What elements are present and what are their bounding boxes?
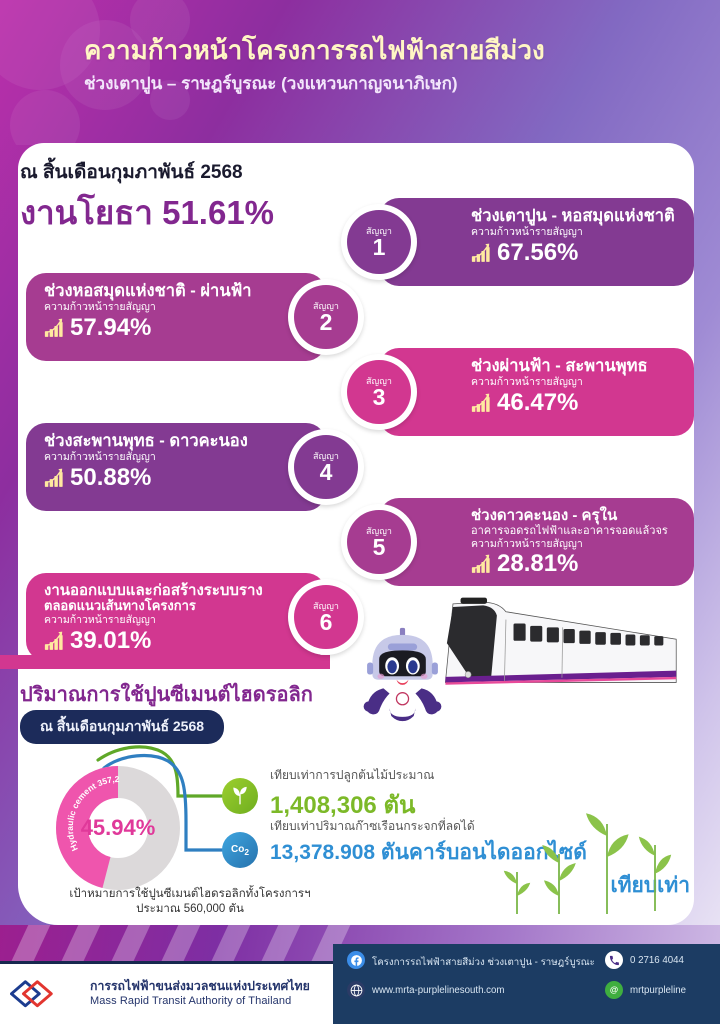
svg-text:@: @ — [610, 985, 618, 995]
